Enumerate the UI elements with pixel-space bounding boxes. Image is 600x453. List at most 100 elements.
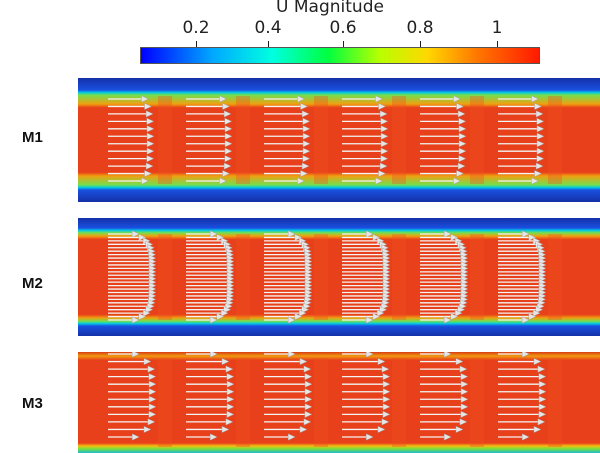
velocity-arrowhead: [148, 380, 157, 388]
velocity-arrowhead: [299, 425, 308, 433]
colorbar-tick-label: 0.8: [406, 18, 434, 38]
contour-field: [78, 352, 600, 453]
velocity-arrowhead: [458, 132, 467, 140]
velocity-arrowhead: [301, 110, 310, 118]
velocity-arrowhead: [304, 410, 313, 418]
wake-band: [236, 234, 250, 320]
velocity-arrowhead: [450, 233, 459, 241]
velocity-arrowhead: [143, 358, 152, 366]
velocity-arrowhead: [458, 125, 467, 133]
velocity-arrowhead: [145, 162, 154, 170]
velocity-arrowhead: [303, 418, 312, 426]
velocity-arrowhead: [458, 147, 467, 155]
velocity-arrowhead: [145, 110, 154, 118]
velocity-arrowhead: [302, 125, 311, 133]
velocity-arrowhead: [132, 352, 140, 358]
velocity-arrowhead: [226, 395, 235, 403]
wake-band: [158, 234, 172, 320]
panel-label-m3: M3: [22, 395, 43, 412]
velocity-arrowhead: [382, 380, 391, 388]
velocity-arrowhead: [304, 373, 313, 381]
velocity-arrowhead: [146, 125, 155, 133]
velocity-arrowhead: [226, 380, 235, 388]
velocity-arrowhead: [222, 170, 231, 178]
colorbar-tick-label: 0.4: [254, 18, 282, 38]
velocity-arrowhead: [382, 373, 391, 381]
velocity-arrowhead: [382, 395, 391, 403]
velocity-arrowhead: [216, 233, 225, 241]
wake-band: [236, 96, 250, 184]
velocity-arrowhead: [459, 418, 468, 426]
colorbar-tick-mark: [268, 41, 269, 47]
velocity-arrowhead: [223, 162, 232, 170]
wake-band: [548, 234, 562, 320]
velocity-arrowhead: [538, 403, 547, 411]
velocity-arrowhead: [382, 410, 391, 418]
velocity-arrowhead: [304, 380, 313, 388]
velocity-arrowhead: [537, 365, 546, 373]
wake-band: [314, 358, 328, 447]
velocity-arrowhead: [225, 418, 234, 426]
velocity-arrowhead: [522, 433, 530, 441]
velocity-arrowhead: [304, 388, 313, 396]
velocity-arrowhead: [223, 110, 232, 118]
velocity-arrowhead: [146, 147, 155, 155]
velocity-arrowhead: [366, 352, 374, 358]
velocity-arrowhead: [209, 352, 218, 358]
colorbar-gradient: [140, 47, 540, 64]
velocity-panel-m2: [78, 218, 600, 336]
velocity-arrowhead: [132, 433, 140, 441]
velocity-arrowhead: [444, 433, 452, 441]
velocity-arrowhead: [302, 117, 311, 125]
velocity-arrowhead: [287, 230, 296, 238]
velocity-arrowhead: [458, 140, 467, 148]
velocity-arrowhead: [536, 117, 545, 125]
velocity-field: [78, 352, 600, 453]
velocity-arrowhead: [209, 316, 218, 324]
velocity-arrowhead: [148, 373, 157, 381]
velocity-arrowhead: [297, 177, 305, 185]
velocity-arrowhead: [455, 425, 464, 433]
velocity-arrowhead: [138, 313, 147, 321]
velocity-arrowhead: [219, 95, 227, 103]
velocity-arrowhead: [460, 403, 469, 411]
velocity-arrowhead: [226, 403, 235, 411]
velocity-arrowhead: [376, 309, 385, 317]
velocity-arrowhead: [531, 95, 539, 103]
wake-band: [236, 358, 250, 447]
contour-field: [78, 218, 600, 336]
wake-band: [548, 96, 562, 184]
velocity-arrowhead: [375, 95, 383, 103]
velocity-arrowhead: [225, 365, 234, 373]
velocity-arrowhead: [287, 352, 296, 358]
velocity-arrowhead: [528, 313, 537, 321]
velocity-arrowhead: [522, 316, 530, 324]
velocity-arrowhead: [460, 388, 469, 396]
velocity-arrowhead: [535, 110, 544, 118]
velocity-arrowhead: [138, 233, 147, 241]
velocity-arrowhead: [380, 125, 389, 133]
velocity-arrowhead: [380, 117, 389, 125]
velocity-arrowhead: [522, 230, 530, 238]
colorbar-tick-mark: [420, 41, 421, 47]
velocity-arrowhead: [146, 140, 155, 148]
velocity-arrowhead: [455, 358, 464, 366]
velocity-arrowhead: [219, 177, 227, 185]
velocity-arrowhead: [145, 306, 154, 314]
velocity-arrowhead: [456, 102, 465, 110]
wake-band: [470, 234, 484, 320]
wake-band: [158, 96, 172, 184]
velocity-arrowhead: [528, 233, 537, 241]
velocity-arrowhead: [148, 395, 157, 403]
velocity-arrowhead: [209, 433, 218, 441]
wake-band: [314, 96, 328, 184]
velocity-arrowhead: [301, 306, 310, 314]
velocity-arrowhead: [224, 155, 233, 163]
velocity-arrowhead: [381, 418, 390, 426]
velocity-arrowhead: [223, 306, 232, 314]
velocity-arrowhead: [534, 170, 543, 178]
velocity-arrowhead: [226, 388, 235, 396]
velocity-arrowhead: [457, 110, 466, 118]
velocity-arrowhead: [536, 155, 545, 163]
velocity-arrowhead: [458, 117, 467, 125]
